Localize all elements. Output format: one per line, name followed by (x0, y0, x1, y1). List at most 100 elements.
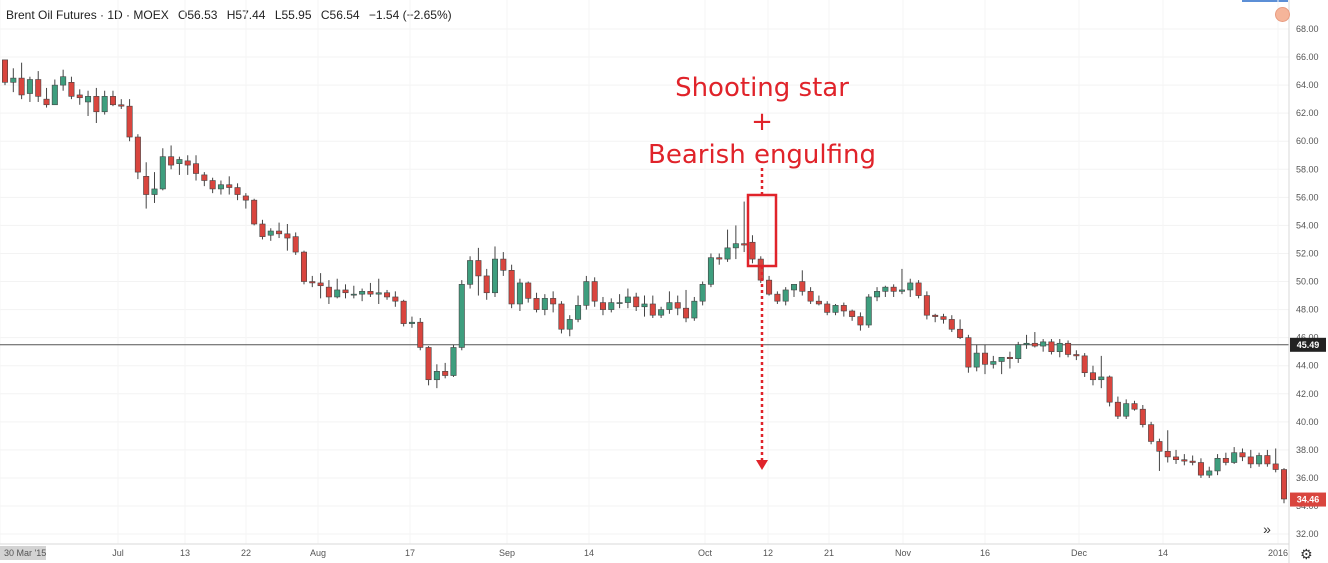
candle-body (217, 184, 224, 190)
candle-body (948, 319, 955, 330)
candle (1272, 448, 1279, 473)
candle-body (724, 247, 731, 260)
candle-body (483, 275, 490, 294)
candle (749, 235, 756, 264)
candle-body (350, 293, 357, 296)
candle (907, 278, 914, 297)
candle (1247, 449, 1254, 469)
candle (325, 280, 332, 304)
candle-body (749, 241, 756, 260)
candle-body (176, 159, 183, 164)
candle-body (400, 300, 407, 324)
candle-body (325, 286, 332, 298)
candle (1281, 468, 1287, 504)
candle (483, 268, 490, 300)
candle-body (1214, 457, 1221, 472)
candle-body (342, 289, 349, 294)
candle (973, 344, 980, 372)
candle-body (51, 84, 58, 106)
candle-body (824, 303, 831, 313)
candle-body (159, 156, 166, 190)
ohlc-open: O56.53 (178, 8, 218, 22)
candle (342, 284, 349, 299)
x-tick-label: Sep (499, 548, 515, 558)
candle-body (168, 156, 175, 166)
annotation-group: Shooting star + Bearish engulfing (648, 73, 876, 470)
candle (201, 172, 208, 187)
candle-body (1023, 342, 1030, 345)
candle (1164, 430, 1171, 463)
candle (948, 315, 955, 333)
candle (1197, 458, 1204, 478)
candle (367, 282, 374, 297)
candle-body (674, 302, 681, 309)
candle (1256, 452, 1263, 467)
candle (193, 155, 200, 181)
x-tick-label: 14 (1158, 548, 1168, 558)
candle-body (242, 195, 249, 201)
candle (683, 289, 690, 323)
gear-icon[interactable]: ⚙ (1300, 546, 1313, 562)
candle (857, 312, 864, 331)
candle-body (118, 104, 125, 107)
candle (18, 62, 25, 100)
candle (1156, 438, 1163, 471)
candle-body (990, 361, 997, 365)
candle (60, 69, 67, 91)
candle-body (1164, 450, 1171, 458)
candle (1081, 353, 1088, 377)
candle-body (691, 300, 698, 319)
candle-body (309, 281, 316, 284)
candle-body (1181, 459, 1188, 462)
candle-body (923, 295, 930, 316)
x-tick-label: Nov (895, 548, 912, 558)
y-tick-label: 68.00 (1296, 24, 1319, 34)
candle (1181, 454, 1188, 466)
candle (533, 292, 540, 313)
x-tick-label: 13 (180, 548, 190, 558)
candle (492, 246, 499, 297)
candle-body (458, 284, 465, 348)
candle-body (1139, 408, 1146, 425)
candle-body (467, 260, 474, 285)
symbol-title: Brent Oil Futures · 1D · MOEX (6, 8, 169, 22)
circle-icon[interactable] (1275, 7, 1290, 22)
candle-body (1015, 344, 1022, 359)
candle-body (1173, 456, 1180, 461)
candle (442, 362, 449, 379)
candle (923, 291, 930, 320)
double-chevron-right-icon[interactable]: » (1263, 521, 1271, 537)
candle-body (1089, 372, 1096, 381)
candle-body (201, 174, 208, 181)
candle-body (18, 77, 25, 96)
candle-body (1206, 470, 1213, 476)
candle-body (649, 303, 656, 316)
candle-body (1040, 341, 1047, 347)
candle-body (1156, 441, 1163, 452)
candle (309, 275, 316, 288)
candle-body (134, 136, 141, 173)
candle (774, 291, 781, 304)
candle (2, 59, 8, 86)
x-tick-label: Aug (310, 548, 326, 558)
candle (500, 252, 507, 276)
candle (159, 148, 166, 191)
candle-body (849, 310, 856, 317)
candle (932, 313, 939, 323)
candle (151, 172, 158, 203)
candle-body (1081, 355, 1088, 374)
candle (799, 270, 806, 296)
candle (782, 287, 789, 306)
candle (26, 76, 33, 102)
candle (458, 280, 465, 351)
candle (450, 344, 457, 377)
candle (998, 356, 1005, 375)
candle-body (209, 180, 216, 190)
candle-body (932, 314, 939, 317)
candle-body (683, 307, 690, 319)
candle (425, 346, 432, 386)
candle (417, 318, 424, 351)
candle-body (184, 160, 191, 166)
candle-body (1073, 354, 1080, 357)
